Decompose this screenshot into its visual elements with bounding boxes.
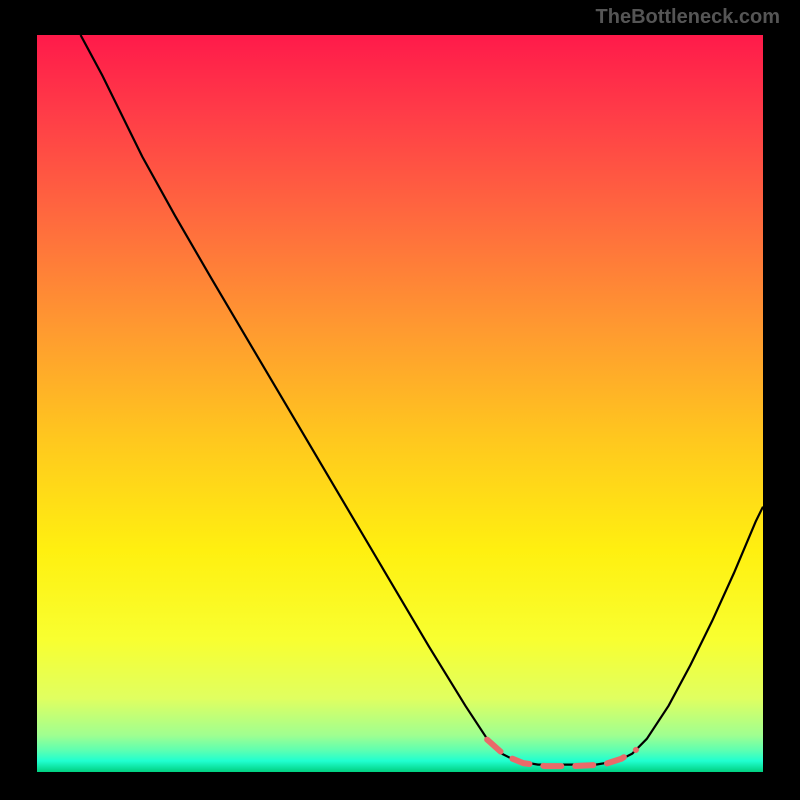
chart-plot-area [37, 35, 763, 772]
chart-background [37, 35, 763, 772]
chart-svg [37, 35, 763, 772]
watermark-text: TheBottleneck.com [596, 6, 780, 29]
